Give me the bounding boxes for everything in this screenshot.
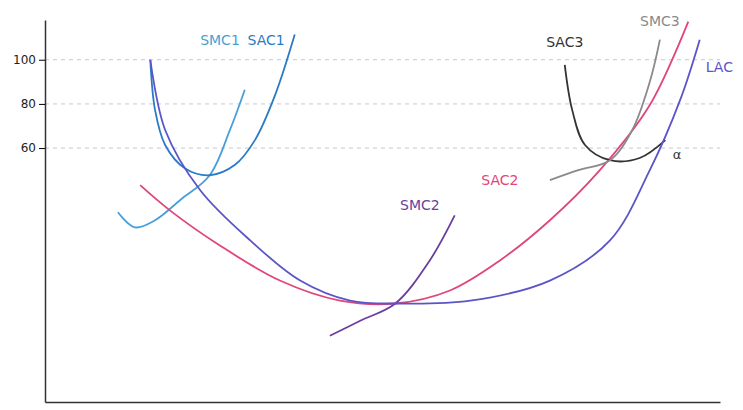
y-axis: 60 80 100: [13, 21, 45, 403]
y-tick-mark: [39, 60, 45, 61]
curve-label: SMC3: [640, 13, 680, 29]
grid-line: [45, 59, 720, 60]
x-axis: [46, 402, 721, 403]
grid: [45, 60, 720, 148]
curve-label: SAC2: [481, 172, 518, 188]
y-tick: 80: [21, 97, 45, 111]
curve-label: SMC2: [400, 197, 440, 213]
grid-line: [45, 103, 720, 104]
y-tick: 60: [21, 141, 45, 155]
curve: [150, 40, 699, 304]
curve-labels: SMC1 SAC1 SAC2 SMC2 SAC3 SMC3 LAC α: [200, 13, 733, 214]
curve-label: LAC: [706, 59, 733, 75]
curve: [150, 35, 294, 176]
curve-label: SAC1: [248, 32, 285, 48]
curve: [330, 215, 455, 335]
curve-label: SMC1: [200, 32, 240, 48]
curve-label: SAC3: [546, 34, 583, 50]
y-tick-mark: [39, 148, 45, 149]
x-axis-line: [46, 402, 721, 404]
curve: [550, 40, 660, 180]
plot: 60 80 100 SMC1 SAC1 SAC2 SMC2 SAC3 SMC3 LAC α: [13, 13, 733, 403]
y-tick-label: 100: [13, 53, 36, 67]
curves: [118, 22, 700, 336]
y-tick-label: 60: [21, 141, 36, 155]
y-tick-mark: [39, 104, 45, 105]
y-tick: 100: [13, 53, 45, 67]
curve: [118, 90, 245, 228]
chart: 60 80 100 SMC1 SAC1 SAC2 SMC2 SAC3 SMC3 LAC α: [0, 0, 743, 410]
y-tick-label: 80: [21, 97, 36, 111]
annotation: α: [673, 147, 682, 162]
curve: [140, 22, 688, 305]
y-axis-line: [45, 21, 47, 403]
